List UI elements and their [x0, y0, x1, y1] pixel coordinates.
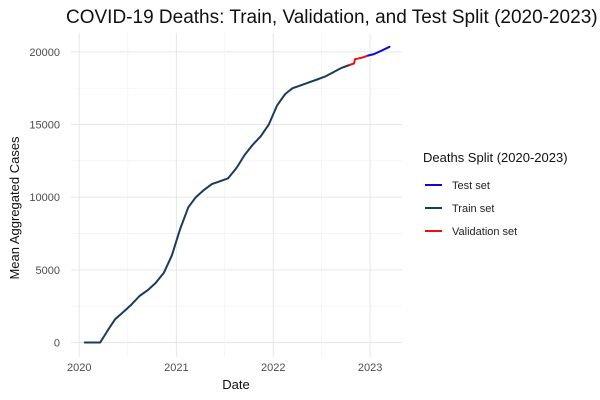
legend-item-label: Validation set — [452, 226, 517, 238]
chart-title: COVID-19 Deaths: Train, Validation, and … — [66, 7, 598, 28]
series-line-test-set — [367, 45, 391, 57]
x-tick-label: 2023 — [358, 362, 382, 374]
x-tick-label: 2020 — [67, 362, 91, 374]
y-tick-label: 0 — [54, 337, 60, 349]
legend-item-label: Train set — [452, 203, 494, 215]
x-tick-label: 2021 — [164, 362, 188, 374]
legend-item-label: Test set — [452, 180, 490, 192]
legend-items: Test set Train set Validation set — [425, 180, 517, 238]
series-layer — [83, 45, 391, 344]
y-tick-label: 5000 — [36, 265, 60, 277]
y-tick-label: 10000 — [29, 192, 60, 204]
y-tick-label: 20000 — [29, 47, 60, 59]
x-tick-label: 2022 — [261, 362, 285, 374]
y-axis-ticks: 0 5000 10000 15000 20000 — [29, 47, 60, 350]
x-axis-label: Date — [222, 377, 249, 392]
grid — [71, 33, 402, 357]
series-line-validation-set — [348, 54, 370, 66]
y-axis-label: Mean Aggregated Cases — [7, 136, 22, 280]
legend: Deaths Split (2020-2023) Test set Train s… — [423, 150, 568, 238]
y-tick-label: 15000 — [29, 120, 60, 132]
x-axis-ticks: 2020 2021 2022 2023 — [67, 362, 382, 374]
series-line-train-set — [83, 64, 351, 344]
legend-title: Deaths Split (2020-2023) — [423, 150, 568, 165]
